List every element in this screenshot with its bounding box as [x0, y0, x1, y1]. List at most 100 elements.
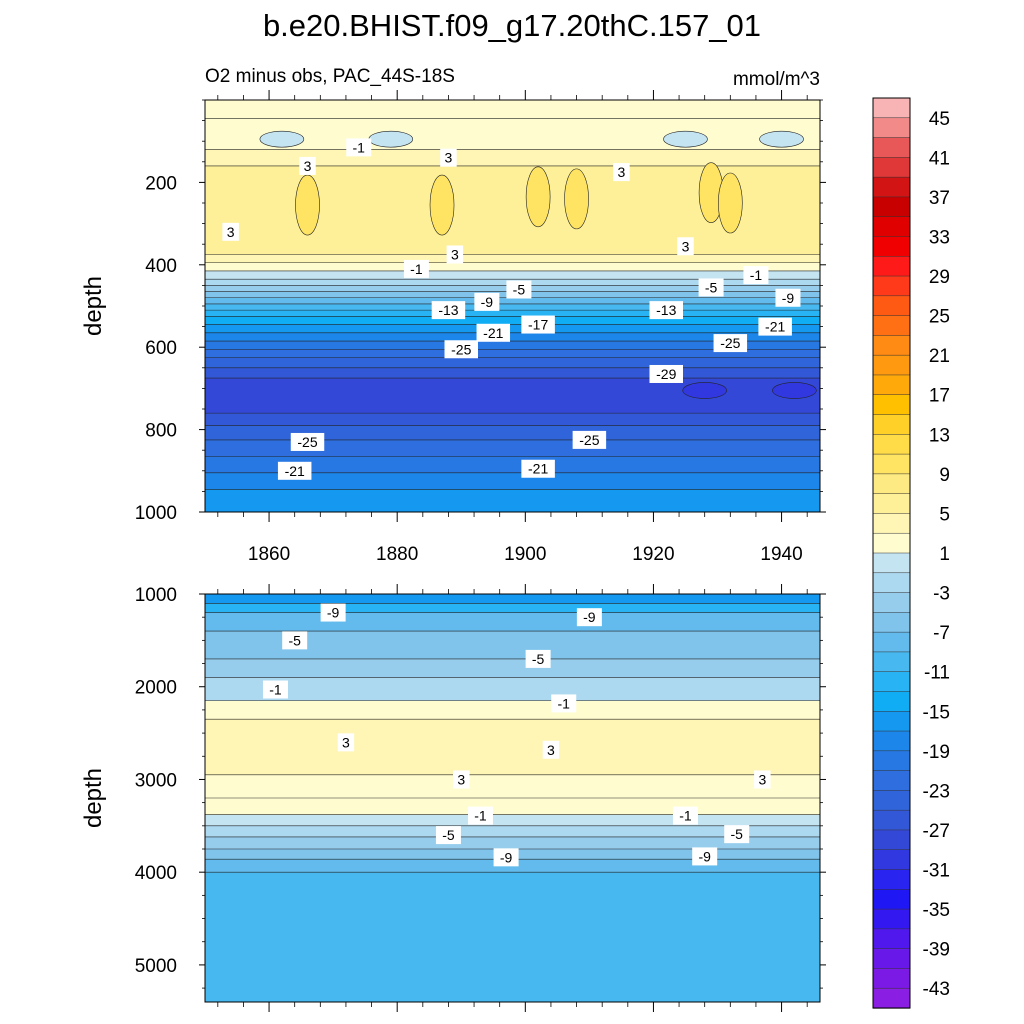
contour-label-bg [435, 826, 461, 845]
contour-label: -25 [579, 432, 599, 448]
colorbar-swatch [872, 315, 911, 337]
contour-label-bg [775, 288, 801, 307]
colorbar-swatch [872, 532, 911, 554]
contour-band [205, 303, 820, 311]
contour-label: 3 [445, 150, 453, 166]
contour-label-bg [493, 848, 519, 867]
contour-label-bg [222, 222, 239, 241]
colorbar: 45 41 37 33 29 25 21 17 13 9 5 1 -3 -7 -11 -15 -19 -23 -27… [872, 97, 950, 1009]
contour-band [205, 100, 820, 120]
contour-band [205, 439, 820, 457]
lower-contour-labels: -9 -9 -5 -5 -1 -1 3 3 3 3 -1 -1 -5 -5 -9 -9 [262, 603, 771, 867]
contour-label: 3 [547, 742, 555, 758]
contour-band [205, 413, 820, 427]
contour-label: -9 [327, 605, 340, 621]
colorbar-label: 17 [929, 386, 950, 407]
contour-blob [295, 174, 320, 236]
contour-label-bg [444, 340, 478, 359]
colorbar-swatch [872, 908, 911, 930]
contour-band [205, 594, 820, 604]
contour-band [205, 270, 820, 280]
contour-label-bg [453, 770, 470, 789]
contour-band [205, 700, 820, 720]
contour-band [205, 378, 820, 414]
contour-label: -9 [782, 290, 795, 306]
colorbar-swatch [872, 196, 911, 218]
contour-label: 3 [457, 771, 465, 787]
contour-label-bg [299, 156, 316, 175]
contour-label-bg [649, 364, 683, 383]
colorbar-swatch [872, 354, 911, 376]
contour-label-bg [506, 280, 532, 299]
contour-band [205, 836, 820, 850]
contour-label: 3 [758, 771, 766, 787]
contour-label: -5 [513, 282, 526, 298]
colorbar-swatch [872, 829, 911, 851]
y-tick-label: 5000 [135, 956, 177, 977]
contour-label-bg [346, 138, 372, 157]
colorbar-swatch [872, 256, 911, 277]
contour-label: -17 [528, 317, 548, 333]
contour-band [205, 719, 820, 776]
contour-label-bg [743, 266, 769, 285]
colorbar-label: -19 [923, 742, 950, 763]
lower-y-axis-label: depth [80, 768, 107, 828]
colorbar-swatch [872, 216, 911, 238]
colorbar-swatch [872, 730, 911, 752]
colorbar-label: 41 [929, 148, 950, 169]
contour-band [205, 149, 820, 167]
contour-blob [368, 130, 414, 148]
contour-band [205, 357, 820, 369]
contour-label: -1 [679, 808, 692, 824]
colorbar-label: 13 [929, 425, 950, 446]
colorbar-label: 29 [929, 267, 950, 288]
contour-label: -5 [705, 279, 718, 295]
contour-label-bg [282, 631, 308, 650]
contour-label-bg [649, 301, 683, 320]
contour-band [205, 316, 820, 326]
contour-label: -1 [353, 139, 366, 155]
y-tick-label: 800 [145, 421, 177, 442]
colorbar-swatch [872, 335, 911, 356]
contour-label-bg [698, 278, 724, 297]
colorbar-swatch [872, 671, 911, 693]
colorbar-swatch [872, 928, 911, 950]
colorbar-swatch [872, 394, 911, 416]
contour-band [205, 456, 820, 474]
colorbar-swatch [872, 434, 911, 455]
contour-blob [718, 172, 743, 234]
contour-label: -5 [532, 651, 545, 667]
colorbar-label: -39 [923, 940, 950, 961]
y-tick-label: 200 [145, 173, 177, 194]
y-tick-label: 400 [145, 256, 177, 277]
colorbar-label: -7 [933, 623, 950, 644]
contour-label-bg [613, 163, 630, 182]
contour-label: -5 [730, 826, 743, 842]
colorbar-swatch [872, 236, 911, 257]
colorbar-label: 37 [929, 188, 950, 209]
y-tick-label: 1000 [135, 585, 177, 606]
contour-label-bg [525, 649, 551, 668]
y-tick-label: 1000 [135, 503, 177, 524]
colorbar-swatch [872, 849, 911, 871]
contour-label-bg [576, 608, 602, 627]
subtitle-left: O2 minus obs, PAC_44S-18S [205, 66, 455, 87]
colorbar-swatch [872, 374, 911, 396]
colorbar-swatch [872, 473, 911, 495]
colorbar-swatch [872, 275, 911, 297]
contour-label: -9 [500, 849, 513, 865]
contour-label: -5 [288, 632, 301, 648]
contour-blob [259, 130, 305, 148]
contour-label: -1 [474, 808, 487, 824]
colorbar-label: -27 [923, 821, 950, 842]
contour-label: -21 [285, 463, 305, 479]
contour-label-bg [521, 459, 555, 478]
colorbar-swatch [872, 176, 911, 198]
contour-label-bg [572, 430, 607, 449]
contour-label: -29 [656, 366, 676, 382]
contour-label-bg [758, 317, 792, 336]
contour-label: 3 [682, 238, 690, 254]
contour-label: -25 [297, 434, 317, 450]
contour-label-bg [551, 694, 577, 713]
